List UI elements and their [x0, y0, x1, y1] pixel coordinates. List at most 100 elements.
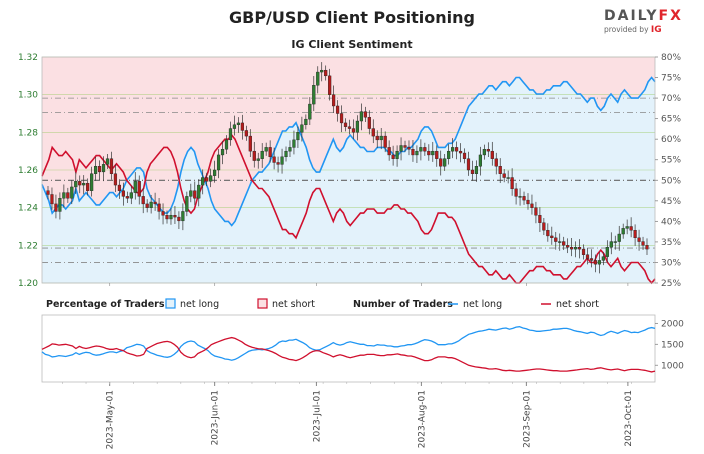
- logo-daily: DAILY: [604, 8, 659, 24]
- candlesticks: [46, 62, 649, 274]
- chart-title: GBP/USD Client Positioning: [228, 8, 475, 27]
- candle-body: [423, 147, 427, 152]
- candle-body: [439, 158, 443, 167]
- traders-tick-label: 1000: [661, 361, 684, 371]
- candle-body: [220, 149, 225, 156]
- pct-tick-label: 80%: [661, 53, 681, 63]
- candle-body: [248, 135, 252, 152]
- candle-body: [181, 211, 185, 222]
- candle-body: [387, 147, 391, 156]
- candle-body: [625, 226, 629, 229]
- candle-body: [470, 169, 475, 174]
- candle-body: [506, 177, 510, 179]
- legend-num-short-label: net short: [556, 299, 599, 310]
- candle-body: [435, 150, 439, 159]
- candle-body: [157, 203, 161, 212]
- candle-body: [601, 256, 605, 261]
- legend: Percentage of Traders net long net short…: [46, 298, 599, 310]
- candle-body: [97, 166, 102, 173]
- candle-body: [125, 196, 129, 199]
- candle-body: [490, 150, 494, 159]
- candle-body: [597, 260, 601, 265]
- candle-body: [498, 166, 502, 174]
- candle-body: [641, 241, 645, 246]
- candle-body: [82, 182, 86, 186]
- candle-body: [264, 147, 268, 152]
- pct-tick-label: 30%: [661, 258, 681, 268]
- net-long-pct-line: [41, 76, 656, 227]
- candle-body: [589, 258, 594, 261]
- price-tick-label: 1.30: [18, 91, 38, 101]
- candle-body: [371, 128, 375, 137]
- candle-body: [244, 130, 248, 137]
- candle-body: [462, 152, 467, 159]
- candle-body: [121, 190, 125, 197]
- candle-body: [375, 135, 379, 141]
- candle-body: [447, 150, 451, 159]
- candle-body: [228, 128, 233, 141]
- candle-body: [427, 150, 431, 156]
- candle-body: [133, 181, 137, 193]
- legend-num-long-label: net long: [463, 299, 502, 310]
- candle-body: [454, 147, 459, 152]
- candle-body: [343, 122, 348, 127]
- candle-body: [66, 192, 70, 199]
- price-tick-label: 1.32: [18, 53, 38, 63]
- net-short-pct-line: [41, 133, 656, 285]
- candle-body: [538, 214, 542, 223]
- candle-body: [141, 196, 145, 205]
- logo-ig: IG: [650, 25, 662, 35]
- candle-body: [296, 132, 300, 141]
- candle-body: [486, 149, 490, 152]
- legend-pct-long-label: net long: [180, 299, 219, 310]
- candle-body: [328, 75, 332, 95]
- candle-body: [363, 111, 367, 118]
- candle-body: [359, 111, 363, 122]
- legend-percentage-title: Percentage of Traders: [46, 299, 165, 310]
- candle-body: [46, 190, 50, 195]
- candle-body: [518, 196, 522, 198]
- candle-body: [288, 147, 292, 152]
- candle-body: [252, 150, 256, 161]
- x-tick-label: 2023-Jun-01: [211, 390, 221, 445]
- candle-body: [566, 245, 570, 248]
- candle-body: [534, 207, 538, 216]
- x-tick-label: 2023-Jul-01: [312, 390, 322, 442]
- candle-body: [637, 237, 641, 242]
- price-panel: 1.20 1.22 1.24 1.26 1.28 1.30 1.32 25% 30% 35% 40%…: [18, 53, 681, 289]
- candle-body: [573, 247, 578, 250]
- candle-body: [391, 154, 395, 159]
- candle-body: [50, 194, 54, 205]
- price-tick-label: 1.28: [18, 128, 38, 138]
- x-tick-label: 2023-Sep-01: [522, 390, 532, 448]
- candle-body: [201, 177, 205, 186]
- candle-body: [205, 177, 209, 182]
- candle-body: [236, 122, 241, 125]
- candle-body: [209, 175, 213, 182]
- price-tick-label: 1.22: [18, 241, 38, 251]
- candle-body: [320, 69, 324, 73]
- candle-body: [558, 241, 562, 243]
- candle-body: [272, 156, 276, 163]
- candle-body: [570, 247, 574, 250]
- x-tick-label: 2023-May-01: [106, 390, 116, 449]
- traders-tick-label: 2000: [661, 319, 684, 329]
- pct-tick-label: 70%: [661, 94, 681, 104]
- legend-pct-short-label: net short: [272, 299, 315, 310]
- candle-body: [268, 147, 272, 158]
- candle-body: [169, 214, 173, 220]
- x-tick-label: 2023-Aug-01: [417, 390, 427, 448]
- candle-body: [355, 120, 360, 133]
- candle-body: [74, 181, 78, 188]
- candle-body: [284, 150, 288, 158]
- candle-body: [546, 230, 550, 237]
- candle-body: [113, 173, 118, 186]
- candle-body: [451, 147, 455, 152]
- candle-body: [585, 254, 590, 259]
- pct-tick-label: 45%: [661, 197, 681, 207]
- candle-body: [613, 241, 617, 243]
- candle-body: [395, 150, 399, 159]
- x-axis: 2023-May-01 2023-Jun-01 2023-Jul-01 2023-Au…: [62, 283, 634, 449]
- long-zone: [42, 77, 655, 283]
